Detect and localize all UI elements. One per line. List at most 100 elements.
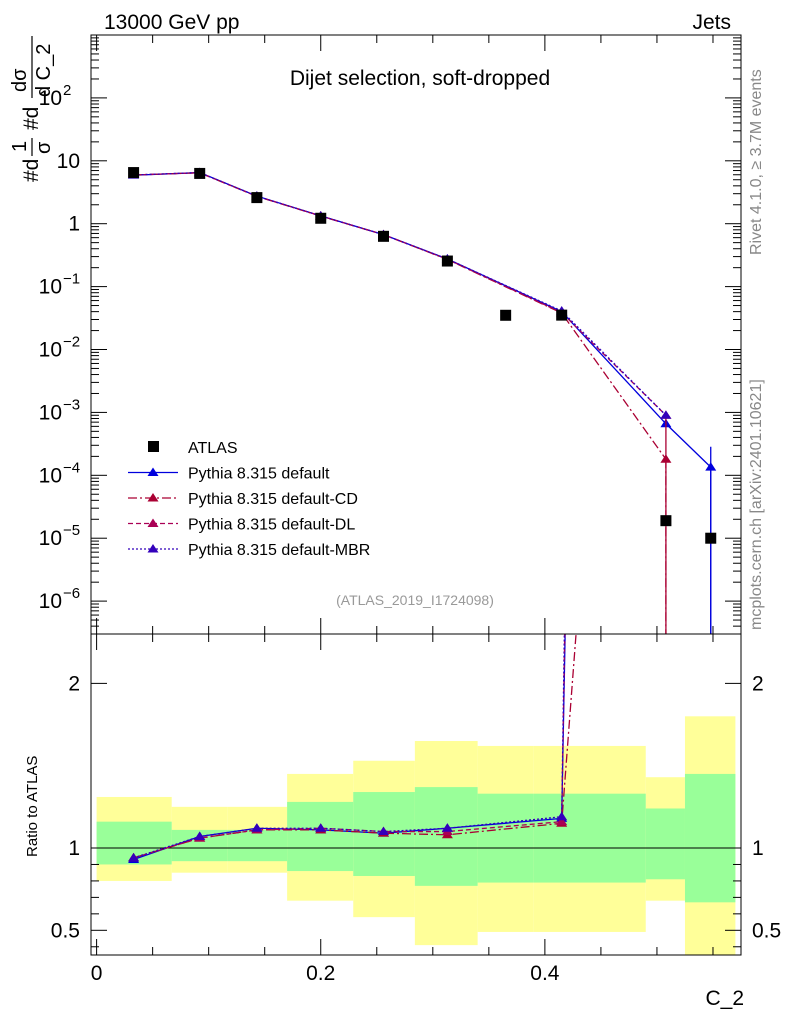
ratio-line bbox=[133, 634, 565, 859]
ratio-marker bbox=[315, 823, 327, 832]
ratio-y-ticks bbox=[91, 682, 741, 948]
y-tick-label-exponent: −6 bbox=[63, 585, 80, 602]
data-point bbox=[251, 192, 263, 204]
data-point bbox=[315, 212, 327, 224]
y-tick-label-exponent: −5 bbox=[63, 522, 80, 539]
ratio-marker bbox=[128, 852, 140, 862]
ylabel-piece: σ bbox=[33, 141, 55, 154]
y-tick-label-exponent: −1 bbox=[63, 271, 80, 288]
x-tick-label: 0 bbox=[91, 962, 103, 985]
legend-label: Pythia 8.315 default-MBR bbox=[188, 542, 370, 559]
chart-title: Dijet selection, soft-dropped bbox=[290, 67, 550, 90]
x-tick-label: 0.4 bbox=[530, 962, 560, 985]
y-tick-label: 10 bbox=[39, 527, 62, 550]
green-band bbox=[287, 801, 354, 872]
ratio-line bbox=[133, 634, 566, 859]
ratio-tick-label-right: 1 bbox=[752, 837, 764, 860]
green-band bbox=[477, 793, 534, 883]
legend-data-marker bbox=[148, 441, 159, 452]
energy-label: 13000 GeV pp bbox=[104, 11, 239, 34]
source-label: mcplots.cern.ch [arXiv:2401.10621] bbox=[748, 379, 765, 630]
main-x-ticks bbox=[96, 35, 714, 634]
data-point bbox=[194, 167, 206, 179]
series-marker bbox=[660, 410, 672, 419]
y-tick-label: 10 bbox=[39, 87, 62, 110]
y-tick-label: 10 bbox=[39, 339, 62, 362]
ratio-series bbox=[128, 634, 577, 863]
ratio-line bbox=[133, 634, 577, 859]
y-tick-label-exponent: −4 bbox=[63, 459, 80, 476]
ratio-uncertainty-bands bbox=[91, 716, 741, 955]
green-band bbox=[645, 808, 685, 880]
ratio-marker bbox=[556, 811, 568, 821]
y-tick-label: 10 bbox=[39, 401, 62, 424]
main-data-points bbox=[128, 167, 717, 544]
x-axis-label: C_2 bbox=[705, 987, 744, 1010]
ratio-marker bbox=[441, 823, 453, 832]
data-point bbox=[660, 515, 672, 527]
data-point bbox=[441, 255, 453, 267]
y-tick-label: 10 bbox=[39, 464, 62, 487]
ratio-tick-label-right: 0.5 bbox=[752, 919, 781, 942]
legend-label: Pythia 8.315 default-DL bbox=[188, 517, 355, 534]
ylabel-piece: dσ bbox=[9, 68, 31, 92]
series-line bbox=[133, 172, 667, 416]
series-line bbox=[133, 171, 667, 416]
series-marker bbox=[660, 454, 672, 463]
ratio-line bbox=[133, 634, 566, 861]
x-tick-label: 0.2 bbox=[306, 962, 335, 985]
data-point bbox=[378, 230, 389, 242]
y-tick-label: 1 bbox=[68, 213, 80, 236]
series-line bbox=[133, 172, 667, 460]
green-band bbox=[227, 829, 288, 862]
y-tick-label: 10 bbox=[39, 276, 62, 299]
ylabel-piece: #d bbox=[20, 107, 43, 130]
ratio-panel: 0.5 0.5 1 1 2 2 Ratio to ATLAS bbox=[24, 633, 781, 956]
series-marker bbox=[705, 462, 717, 471]
legend-label: Pythia 8.315 default-CD bbox=[188, 491, 358, 508]
ratio-marker bbox=[378, 826, 389, 836]
category-label: Jets bbox=[692, 11, 731, 34]
ratio-frame bbox=[90, 633, 742, 956]
legend-label: ATLAS bbox=[188, 440, 238, 457]
legend-marker bbox=[147, 518, 159, 527]
ratio-tick-label-left: 2 bbox=[68, 672, 80, 695]
green-band bbox=[684, 773, 736, 903]
ratio-tick-label-left: 1 bbox=[68, 837, 80, 860]
y-tick-label-exponent: −3 bbox=[63, 396, 80, 413]
ylabel-piece: d C_2 bbox=[33, 44, 55, 97]
legend-label: Pythia 8.315 default bbox=[188, 466, 330, 483]
y-tick-label-exponent: −2 bbox=[63, 334, 80, 351]
ratio-tick-label-right: 2 bbox=[752, 672, 764, 695]
data-point bbox=[556, 309, 568, 321]
x-tick-labels: 0 0.2 0.4 bbox=[91, 962, 560, 985]
ylabel-piece: #d bbox=[20, 159, 43, 182]
data-point bbox=[705, 532, 717, 544]
ratio-tick-label-left: 0.5 bbox=[51, 919, 80, 942]
ylabel-piece: 1 bbox=[9, 141, 31, 152]
ratio-marker bbox=[251, 823, 263, 832]
analysis-id: (ATLAS_2019_I1724098) bbox=[336, 592, 494, 608]
main-y-ticks bbox=[91, 34, 741, 635]
y-tick-label: 10 bbox=[39, 590, 62, 613]
rivet-label: Rivet 4.1.0, ≥ 3.7M events bbox=[748, 69, 765, 255]
legend-marker bbox=[147, 544, 159, 553]
ratio-y-label: Ratio to ATLAS bbox=[24, 756, 41, 857]
series-line bbox=[133, 171, 712, 468]
green-band bbox=[533, 793, 646, 883]
data-point bbox=[500, 309, 512, 321]
ratio-marker bbox=[556, 816, 568, 826]
main-y-label: #d 1 σ #d dσ d C_2 bbox=[9, 36, 55, 182]
y-tick-label: 10 bbox=[57, 150, 80, 173]
legend-marker bbox=[147, 467, 159, 476]
ratio-tick-labels: 0.5 0.5 1 1 2 2 bbox=[51, 672, 781, 942]
data-point bbox=[128, 167, 140, 179]
y-tick-label-exponent: 2 bbox=[63, 82, 71, 99]
ratio-marker bbox=[194, 831, 206, 840]
legend-marker bbox=[147, 493, 159, 502]
ratio-x-ticks bbox=[96, 634, 714, 955]
legend: ATLAS Pythia 8.315 default Pythia 8.315 de… bbox=[128, 440, 370, 559]
